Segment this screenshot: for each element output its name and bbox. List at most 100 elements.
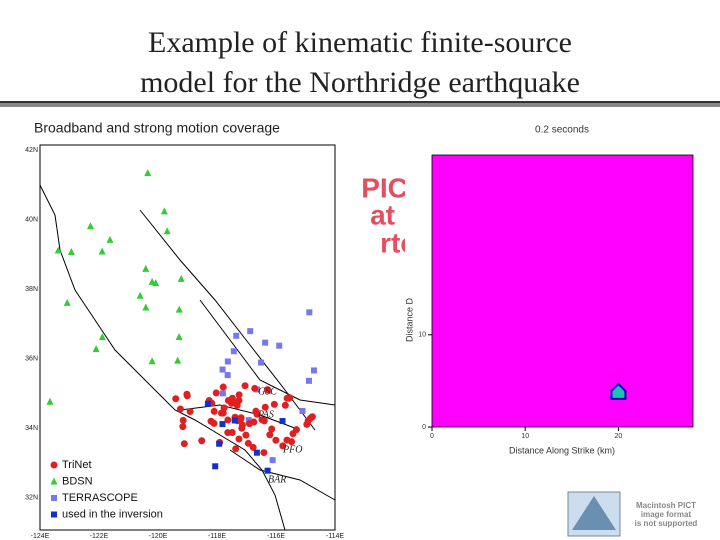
legend-symbol bbox=[51, 495, 57, 501]
trinet-station bbox=[179, 416, 187, 424]
trinet-station bbox=[261, 403, 269, 411]
inversion-station bbox=[216, 440, 223, 447]
bdsn-station bbox=[148, 357, 156, 365]
trinet-station bbox=[224, 397, 232, 405]
trinet-station bbox=[179, 423, 187, 431]
x-axis-label: Distance Along Strike (km) bbox=[509, 445, 615, 455]
y-axis-label: Distance D bbox=[404, 297, 414, 342]
trinet-station bbox=[235, 391, 243, 399]
lat-label: 34N bbox=[25, 425, 38, 432]
trinet-station bbox=[233, 398, 241, 406]
lon-label: -120E bbox=[149, 533, 168, 540]
trinet-station bbox=[260, 449, 268, 457]
legend-label: used in the inversion bbox=[62, 508, 163, 520]
x-tick-label: 10 bbox=[521, 433, 529, 440]
terrascope-station bbox=[262, 339, 269, 346]
trinet-station bbox=[212, 389, 220, 397]
trinet-station bbox=[224, 429, 232, 437]
chart: 0.2 seconds Distance Along Strike (km) D… bbox=[404, 120, 697, 458]
trinet-station bbox=[308, 413, 316, 421]
trinet-station bbox=[220, 404, 228, 412]
trinet-station bbox=[251, 384, 259, 392]
trinet-station bbox=[266, 431, 274, 439]
terrascope-station bbox=[258, 359, 265, 366]
lon-label: -114E bbox=[326, 533, 344, 540]
map-panel: Broadband and strong motion coverage 42N… bbox=[25, 120, 344, 540]
inversion-station bbox=[212, 463, 219, 470]
trinet-station bbox=[253, 410, 261, 418]
bdsn-station bbox=[98, 333, 106, 341]
terrascope-station bbox=[219, 366, 226, 373]
trinet-station bbox=[242, 431, 250, 439]
trinet-station bbox=[281, 401, 289, 409]
legend-label: TriNet bbox=[62, 459, 92, 471]
x-tick-label: 0 bbox=[430, 433, 434, 440]
bdsn-station bbox=[63, 298, 71, 306]
lon-label: -122E bbox=[90, 533, 109, 540]
trinet-station bbox=[272, 436, 280, 444]
bdsn-station bbox=[92, 345, 100, 353]
trinet-station bbox=[198, 437, 206, 445]
bdsn-station bbox=[175, 332, 183, 340]
lon-label: -124E bbox=[31, 533, 50, 540]
terrascope-station bbox=[310, 367, 317, 374]
terrascope-station bbox=[230, 348, 237, 355]
logo-text: is not supported bbox=[635, 519, 698, 528]
inversion-station bbox=[279, 418, 286, 425]
trinet-station bbox=[263, 386, 271, 394]
x-tick-label: 20 bbox=[615, 433, 623, 440]
terrascope-station bbox=[245, 417, 252, 424]
chart-title: 0.2 seconds bbox=[535, 125, 589, 136]
trinet-station bbox=[270, 400, 278, 408]
legend-label: BDSN bbox=[62, 475, 93, 487]
bdsn-station bbox=[163, 227, 171, 235]
trinet-station bbox=[176, 405, 184, 413]
lat-label: 36N bbox=[25, 355, 38, 362]
border bbox=[199, 299, 336, 406]
trinet-station bbox=[288, 438, 296, 446]
station-label: PFO bbox=[282, 444, 302, 455]
terrascope-station bbox=[305, 377, 312, 384]
trinet-station bbox=[172, 395, 180, 403]
logo-text: image format bbox=[641, 510, 692, 519]
legend-label: TERRASCOPE bbox=[62, 492, 138, 504]
logo-text: Macintosh PICT bbox=[636, 501, 696, 510]
inversion-station bbox=[264, 467, 271, 474]
bdsn-station bbox=[98, 247, 106, 255]
trinet-station bbox=[224, 416, 232, 424]
bdsn-station bbox=[177, 274, 185, 282]
terrascope-station bbox=[269, 457, 276, 464]
inversion-station bbox=[231, 417, 238, 424]
station-label: GSC bbox=[258, 386, 277, 397]
lon-label: -118E bbox=[208, 533, 226, 540]
plot-area bbox=[431, 154, 694, 428]
trinet-station bbox=[279, 442, 287, 450]
logo: Macintosh PICT image format is not suppo… bbox=[567, 491, 698, 537]
trinet-station bbox=[219, 409, 227, 417]
trinet-station bbox=[235, 435, 243, 443]
trinet-station bbox=[210, 419, 218, 427]
trinet-station bbox=[283, 394, 291, 402]
bdsn-station bbox=[160, 207, 168, 215]
bdsn-station bbox=[144, 169, 152, 177]
legend-symbol bbox=[51, 511, 57, 518]
coastline bbox=[39, 184, 286, 531]
bdsn-station bbox=[175, 305, 183, 313]
terrascope-station bbox=[276, 342, 283, 349]
terrascope-station bbox=[224, 372, 231, 379]
bdsn-station bbox=[174, 356, 182, 364]
bdsn-station bbox=[136, 291, 144, 299]
y-tick-label: 0 bbox=[422, 424, 426, 431]
title-rule bbox=[0, 102, 720, 107]
logo-icon bbox=[572, 496, 616, 530]
title-rule bbox=[0, 101, 720, 103]
trinet-station bbox=[268, 425, 276, 433]
trinet-station bbox=[186, 408, 194, 416]
terrascope-station bbox=[224, 358, 231, 365]
hypocenter bbox=[610, 382, 627, 400]
inversion-station bbox=[253, 449, 260, 456]
terrascope-station bbox=[247, 328, 254, 335]
bdsn-station bbox=[67, 248, 75, 256]
bdsn-station bbox=[142, 303, 150, 311]
bdsn-station bbox=[46, 397, 54, 405]
